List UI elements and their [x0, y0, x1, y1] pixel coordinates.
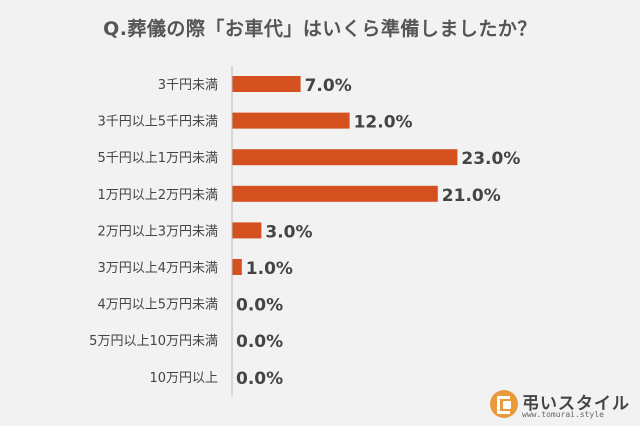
value-labels: 7.0%12.0% 23.0% 21.0% 3.0% 1.0% 0.0% 0.0% 0.0%	[236, 76, 520, 389]
category-label: 1万円以上2万円未満	[97, 188, 218, 203]
logo-mark-icon	[490, 390, 518, 418]
logo-url: www.tomurai.style	[522, 410, 604, 419]
category-label: 5万円以上10万円未満	[89, 334, 218, 349]
bar	[232, 222, 262, 239]
bar	[232, 185, 438, 202]
value-label: 12.0%	[354, 113, 413, 133]
value-label: 3.0%	[265, 222, 312, 242]
category-label: 4万円以上5万円未満	[97, 298, 218, 313]
chart-title: Q.葬儀の際「お車代」はいくら準備しましたか？	[103, 18, 537, 40]
value-label: 0.0%	[236, 369, 283, 389]
value-label: 21.0%	[442, 186, 501, 206]
category-label: 2万円以上3万円未満	[97, 224, 218, 239]
value-label: 7.0%	[305, 76, 352, 96]
brand-logo: 弔いスタイル www.tomurai.style	[490, 388, 636, 422]
category-label: 3千円未満	[158, 78, 218, 93]
bars	[232, 76, 458, 275]
category-label: 5千円以上1万円未満	[97, 151, 218, 166]
category-label: 10万円以上	[149, 371, 218, 386]
bar	[232, 112, 350, 129]
logo-name: 弔いスタイル	[522, 394, 630, 414]
bar	[232, 76, 301, 92]
category-label: 3万円以上4万円未満	[97, 261, 218, 276]
value-label: 23.0%	[461, 149, 520, 169]
value-label: 0.0%	[236, 332, 283, 352]
category-label: 3千円以上5千円未満	[97, 115, 218, 130]
bar	[232, 259, 242, 275]
bar	[232, 149, 458, 166]
category-labels: 3千円未満 3千円以上5千円未満 5千円以上1万円未満 1万円以上2万円未満 2万円以上…	[89, 78, 218, 386]
value-label: 0.0%	[236, 296, 283, 316]
value-label: 1.0%	[246, 259, 293, 279]
